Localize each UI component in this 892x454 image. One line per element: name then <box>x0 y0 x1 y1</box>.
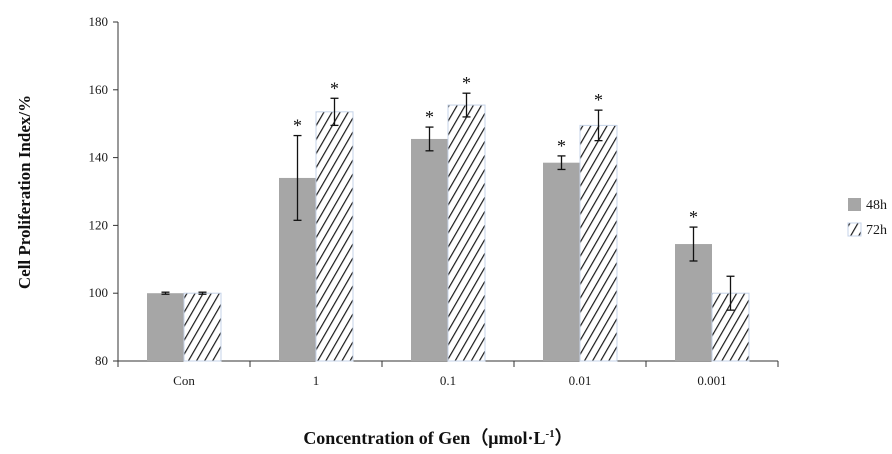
significance-marker: * <box>557 136 566 156</box>
y-tick-label: 100 <box>89 285 109 300</box>
legend: 48h 72h <box>847 198 887 238</box>
legend-label-72h: 72h <box>866 223 887 238</box>
x-tick-label: 1 <box>313 373 320 388</box>
bars: * * * * * * * <box>147 73 750 362</box>
y-axis-label: Cell Proliferation Index/% <box>15 95 34 289</box>
bar-72h-0.1 <box>447 104 486 362</box>
x-tick-label: 0.1 <box>440 373 456 388</box>
bar-48h-0.001 <box>675 244 712 361</box>
y-tick-label: 180 <box>89 14 109 29</box>
significance-marker: * <box>293 116 302 136</box>
significance-marker: * <box>689 207 698 227</box>
significance-marker: * <box>330 78 339 98</box>
bar-48h-0.01 <box>543 162 580 361</box>
legend-swatch-72h <box>847 222 862 237</box>
x-axis-label-end: ） <box>555 428 573 448</box>
x-axis-label: Concentration of Gen（μmol·L-1） <box>303 428 572 448</box>
x-tick-label: Con <box>173 373 195 388</box>
significance-marker: * <box>594 90 603 110</box>
bar-72h-0.01 <box>579 124 618 362</box>
bar-48h-Con <box>147 293 184 361</box>
legend-label-48h: 48h <box>866 198 887 213</box>
bar-48h-0.1 <box>411 138 448 361</box>
y-tick-label: 160 <box>89 82 109 97</box>
x-axis-label-superscript: -1 <box>546 428 555 440</box>
y-tick-label: 140 <box>89 150 109 165</box>
y-tick-label: 120 <box>89 217 109 232</box>
axes: 80 100 120 140 160 180 Con 1 0.1 0.01 0.001 <box>89 14 779 388</box>
y-tick-label: 80 <box>95 353 108 368</box>
x-axis-label-main: Concentration of Gen（μmol·L <box>303 428 545 448</box>
x-tick-label: 0.01 <box>569 373 592 388</box>
significance-marker: * <box>425 107 434 127</box>
x-tick-label: 0.001 <box>697 373 726 388</box>
bar-72h-Con <box>183 292 222 362</box>
labels: Cell Proliferation Index/% Concentration… <box>15 95 573 448</box>
bar-72h-1 <box>315 111 354 362</box>
significance-marker: * <box>462 73 471 93</box>
legend-swatch-48h <box>848 198 861 211</box>
